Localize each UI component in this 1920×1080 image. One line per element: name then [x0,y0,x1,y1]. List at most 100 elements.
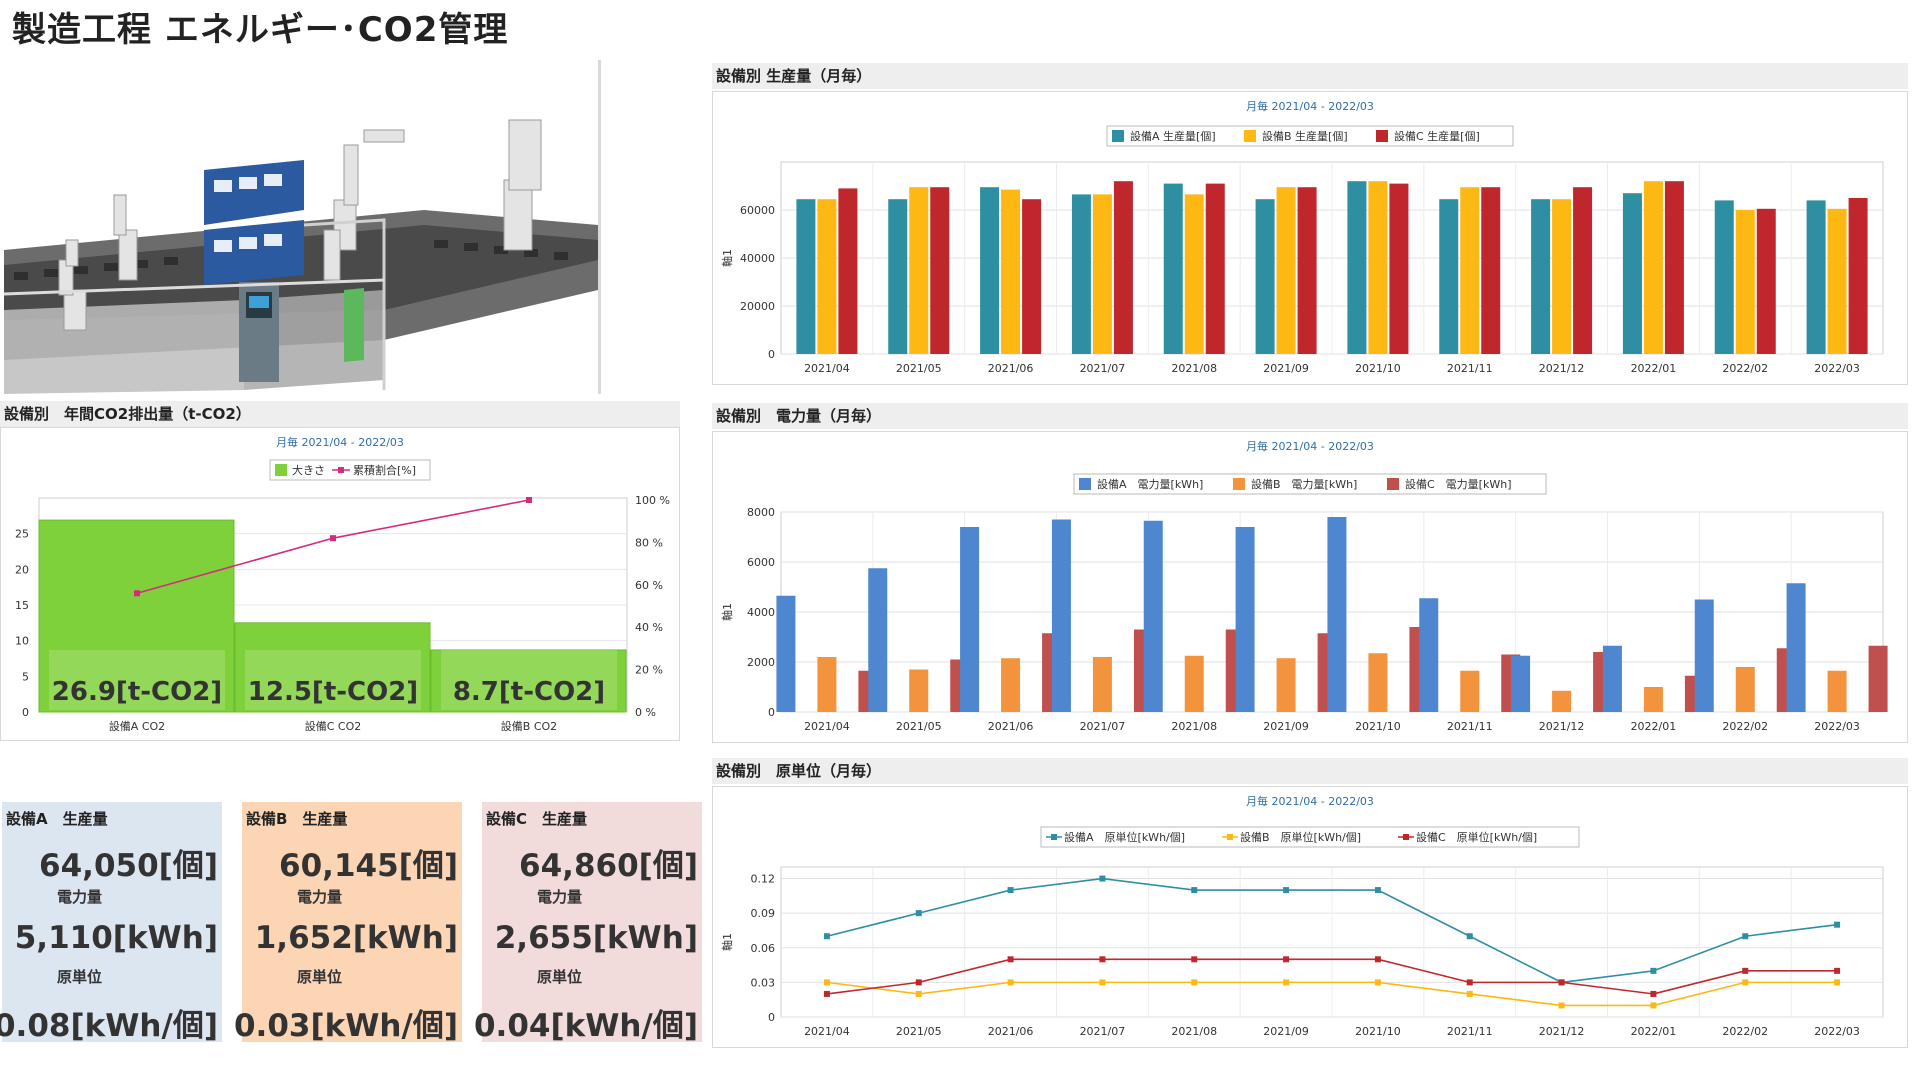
co2-y2tick: 20 % [635,664,663,677]
co2-chart: 月毎 2021/04 - 2022/03 大きさ 累積割合[%] 0 5 10 15 20 25… [15,436,670,733]
power-chart-box: 月毎 2021/04 - 2022/03 設備A 電力量[kWh] 設備B 電力量[… [712,431,1908,743]
production-bar [1092,194,1112,354]
co2-y2tick: 40 % [635,621,663,634]
power-legend-swatch [1079,478,1091,490]
unit-xtick: 2021/06 [988,1025,1034,1038]
unit-point [823,933,830,940]
co2-y2tick: 0 % [635,706,656,719]
co2-panel: 設備別 年間CO2排出量（t-CO2） 月毎 2021/04 - 2022/03… [0,401,680,741]
production-bar [1001,189,1021,354]
power-bar [1276,658,1296,712]
power-subtitle: 月毎 2021/04 - 2022/03 [1246,440,1374,453]
kpi-b-power: 1,652[kWh] [254,920,458,956]
power-xtick: 2021/10 [1355,720,1401,733]
power-bar [1602,645,1622,712]
unit-point [1191,979,1198,986]
unit-point [1283,979,1290,986]
power-xtick: 2022/01 [1631,720,1677,733]
production-bar [1368,181,1388,354]
power-bar [1786,583,1806,712]
power-bar [1051,519,1071,712]
kpi-a-title: 設備A 生産量 [6,810,108,828]
illustration-divider [598,60,601,394]
unit-xtick: 2021/11 [1447,1025,1493,1038]
production-chart: 月毎 2021/04 - 2022/03 設備A 生産量[個] 設備B 生産量[個]… [720,100,1884,375]
power-legend-swatch [1387,478,1399,490]
kpi-c-unit-label: 原単位 [537,968,583,986]
power-chart: 月毎 2021/04 - 2022/03 設備A 電力量[kWh] 設備B 電力量[… [720,440,1888,733]
page-title: 製造工程 エネルギー･CO2管理 [12,10,509,50]
unit-xtick: 2021/08 [1171,1025,1217,1038]
kpi-c-production: 64,860[個] [519,848,698,884]
unit-ytick: 0.03 [751,976,776,989]
power-xtick: 2021/09 [1263,720,1309,733]
unit-point [1650,967,1657,974]
unit-xtick: 2021/05 [896,1025,942,1038]
unit-point [1374,887,1381,894]
power-xtick: 2021/11 [1447,720,1493,733]
co2-bar-label-bg [441,650,617,710]
production-bar [796,199,816,354]
production-bar [1276,187,1296,354]
unit-point [1007,956,1014,963]
production-xtick: 2021/09 [1263,362,1309,375]
unit-subtitle: 月毎 2021/04 - 2022/03 [1246,795,1374,808]
production-ytick: 60000 [740,204,775,217]
unit-series-line [826,981,1838,1007]
unit-point [823,990,830,997]
power-bar [1419,598,1439,712]
co2-ytick: 0 [22,706,29,719]
power-legend-swatch [1233,478,1245,490]
power-bar [1001,658,1021,712]
production-legend-swatch [1376,130,1388,142]
co2-ytick: 5 [22,670,29,683]
production-xtick: 2021/11 [1447,362,1493,375]
power-bar [960,527,980,712]
kpi-c-power-label: 電力量 [537,888,583,906]
production-bar [1552,199,1572,354]
kpi-b-power-label: 電力量 [297,888,343,906]
power-yaxis-label: 軸1 [720,603,734,621]
unit-legend-label: 設備C 原単位[kWh/個] [1416,830,1537,844]
power-bar [1735,667,1755,712]
co2-bar-label: 8.7[t-CO2] [453,677,605,707]
unit-point [1558,1002,1565,1009]
co2-y2tick: 80 % [635,536,663,549]
production-ytick: 40000 [740,252,775,265]
production-bar [1756,208,1776,354]
production-bar [1848,198,1868,354]
unit-point [1099,979,1106,986]
production-bar [1714,200,1734,354]
unit-ytick: 0.09 [751,907,776,920]
unit-xtick: 2021/12 [1539,1025,1585,1038]
production-bar [1573,187,1593,354]
kpi-a-production: 64,050[個] [39,848,218,884]
co2-cumulative-point [526,497,532,503]
co2-legend-label: 大きさ [292,463,325,477]
power-bar [1143,520,1163,712]
unit-point [1834,979,1841,986]
co2-xtick: 設備C CO2 [305,719,362,733]
power-bar [1868,645,1888,712]
co2-cumulative-point [330,535,336,542]
kpi-a-power: 5,110[kWh] [14,920,218,956]
co2-y2tick: 100 % [635,494,670,507]
co2-xtick: 設備B CO2 [501,719,557,733]
power-ytick: 2000 [747,656,775,669]
production-xtick: 2021/05 [896,362,942,375]
power-bar [1184,655,1204,712]
unit-point [1007,979,1014,986]
unit-legend-label: 設備B 原単位[kWh/個] [1240,830,1361,844]
power-xtick: 2021/06 [988,720,1034,733]
unit-legend-label: 設備A 原単位[kWh/個] [1064,830,1185,844]
power-ytick: 6000 [747,556,775,569]
unit-panel-title: 設備別 原単位（月毎） [712,758,1908,784]
kpi-a-power-label: 電力量 [57,888,103,906]
factory-illustration [3,60,598,394]
kpi-c-unit: 0.04[kWh/個] [473,1008,698,1044]
unit-point [1374,979,1381,986]
kpi-b-unit-label: 原単位 [297,968,343,986]
unit-xtick: 2021/09 [1263,1025,1309,1038]
unit-point [1466,933,1473,940]
production-bar [1297,187,1317,354]
